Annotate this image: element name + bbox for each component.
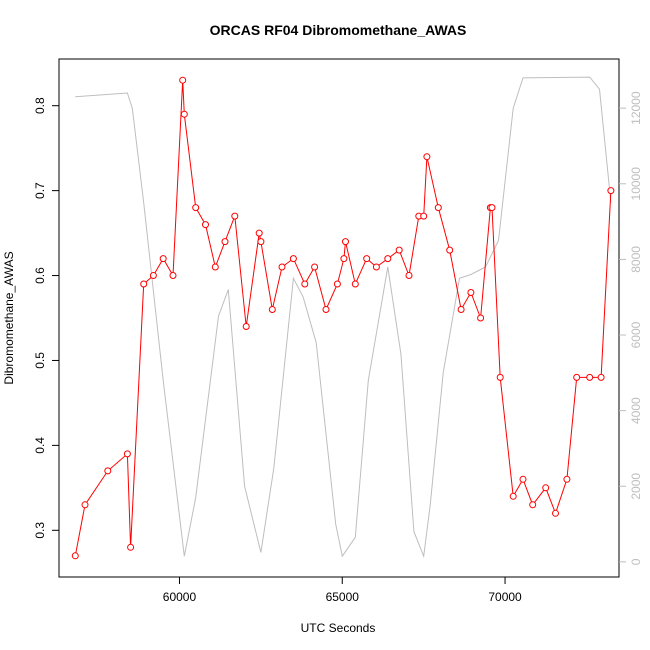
data-point — [607, 187, 615, 195]
y2-tick-label: 2000 — [629, 473, 643, 500]
y-axis-label: Dibromomethane_AWAS — [2, 251, 16, 384]
data-point — [311, 263, 319, 271]
data-point — [496, 373, 504, 381]
y-tick-label: 0.8 — [33, 97, 47, 114]
data-point — [457, 306, 465, 313]
data-point — [529, 501, 537, 509]
data-point — [255, 229, 263, 237]
data-point — [159, 255, 167, 263]
data-point — [301, 280, 309, 288]
data-point — [372, 263, 380, 271]
data-point — [384, 255, 392, 263]
data-point — [257, 238, 265, 246]
data-point — [333, 280, 341, 288]
data-point — [446, 246, 454, 254]
data-point — [231, 212, 239, 220]
data-point — [322, 306, 330, 313]
data-point — [268, 306, 276, 313]
y2-tick-label: 12000 — [629, 91, 643, 125]
data-point — [573, 373, 581, 381]
data-point — [405, 272, 413, 279]
data-point — [169, 272, 177, 279]
data-point — [289, 255, 297, 263]
data-point — [586, 373, 594, 381]
data-point — [488, 204, 496, 212]
data-point — [467, 289, 475, 296]
data-point — [192, 204, 200, 212]
data-point — [434, 204, 442, 212]
x-axis-label: UTC Seconds — [301, 621, 376, 635]
data-point — [563, 475, 571, 483]
y2-tick-label: 4000 — [629, 397, 643, 424]
y-axis-right: 0 2000 4000 6000 8000 10000 12000 — [619, 91, 643, 565]
data-point — [127, 543, 135, 551]
data-point — [477, 314, 485, 322]
data-point — [242, 323, 250, 330]
data-point — [395, 246, 403, 254]
plot-frame — [58, 58, 620, 578]
data-point — [509, 492, 517, 500]
data-point — [180, 110, 188, 118]
data-point — [351, 280, 359, 288]
data-point — [179, 76, 187, 84]
y2-tick-label: 8000 — [629, 246, 643, 273]
y-tick-label: 0.3 — [33, 522, 47, 539]
y-tick-label: 0.6 — [33, 267, 47, 284]
series-line-secondary — [75, 76, 612, 559]
y-tick-label: 0.7 — [33, 182, 47, 199]
data-point — [542, 484, 550, 492]
series-layer — [71, 76, 615, 560]
data-point — [340, 255, 348, 263]
data-point — [342, 238, 349, 246]
x-tick-label: 60000 — [163, 590, 197, 604]
y2-tick-label: 0 — [629, 558, 643, 565]
x-tick-label: 70000 — [488, 590, 522, 604]
x-tick-label: 65000 — [326, 590, 360, 604]
chart-title: ORCAS RF04 Dibromomethane_AWAS — [210, 22, 467, 38]
data-point — [81, 501, 89, 509]
data-point — [71, 552, 79, 560]
data-point — [211, 263, 219, 271]
data-point — [552, 509, 559, 517]
y2-tick-label: 6000 — [629, 321, 643, 348]
y-tick-label: 0.4 — [33, 437, 47, 454]
data-point — [221, 238, 229, 246]
data-point — [597, 373, 605, 381]
x-axis: 60000 65000 70000 — [163, 577, 522, 604]
data-point — [519, 475, 527, 483]
data-point — [123, 450, 131, 458]
y-axis-left: 0.3 0.4 0.5 0.6 0.7 0.8 — [33, 97, 59, 539]
data-point — [278, 263, 286, 271]
data-point — [363, 255, 371, 263]
data-point — [420, 212, 428, 220]
y-tick-label: 0.5 — [33, 352, 47, 369]
data-point — [149, 272, 157, 279]
data-point — [423, 153, 431, 161]
data-point — [140, 280, 148, 288]
y2-tick-label: 10000 — [629, 167, 643, 201]
data-point — [202, 221, 209, 229]
data-point — [104, 467, 112, 475]
